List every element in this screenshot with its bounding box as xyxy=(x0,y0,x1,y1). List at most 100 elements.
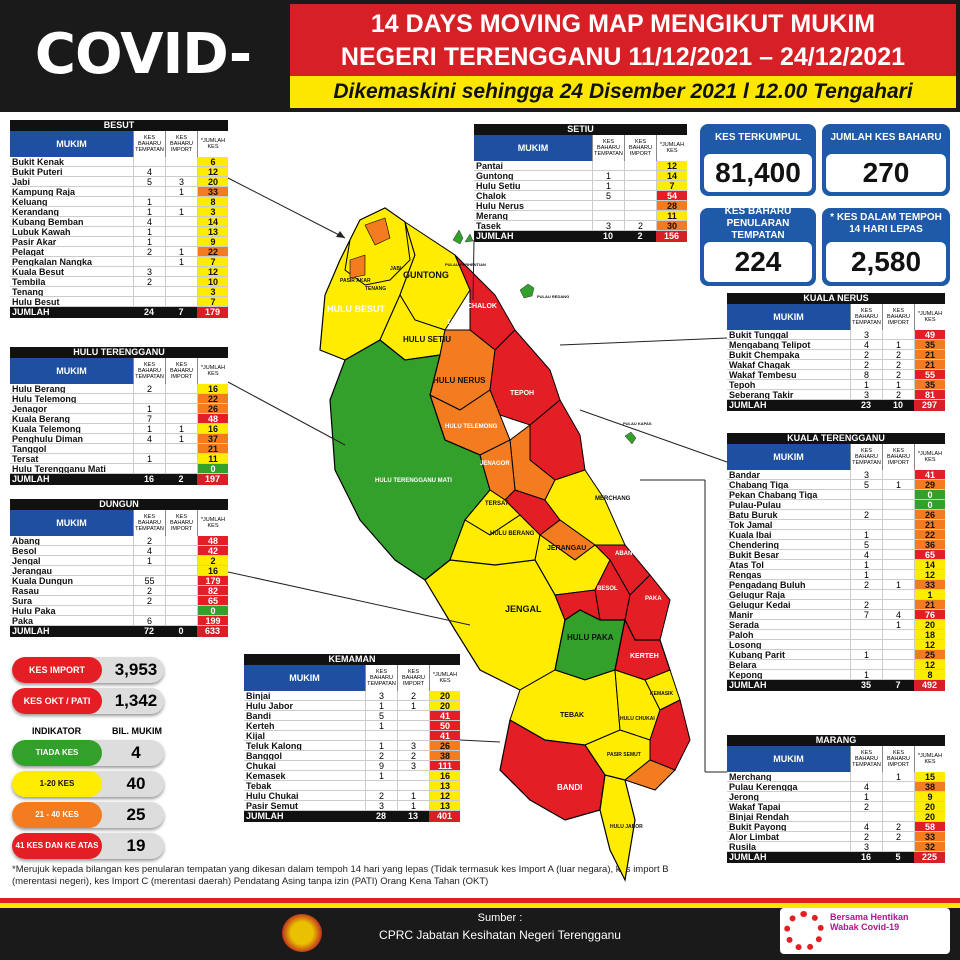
map-label-paka: PAKA xyxy=(645,596,662,602)
mukim-name: Manir xyxy=(729,610,754,619)
kes-import: 2 xyxy=(882,832,914,842)
table-row: Wakaf Tembesu 8 2 55 xyxy=(727,370,945,380)
footer-bar: Sumber : CPRC Jabatan Kesihatan Negeri T… xyxy=(0,898,960,960)
table-row: Tok Jamal 21 xyxy=(727,520,945,530)
stat-kes-tempatan: KES BAHARU PENULARAN TEMPATAN 224 xyxy=(700,208,816,286)
kes-import xyxy=(165,394,197,403)
total-label: JUMLAH xyxy=(12,307,50,317)
table-row: Kampung Raja 1 33 xyxy=(10,187,228,197)
kes-import: 1 xyxy=(165,257,197,267)
stat-label: * KES DALAM TEMPOH 14 HARI LEPAS xyxy=(830,212,942,235)
kes-tempatan: 4 xyxy=(850,340,882,350)
mukim-name: Hulu Nerus xyxy=(476,201,525,210)
mukim-name: Guntong xyxy=(476,171,514,180)
mukim-name: Banggol xyxy=(246,751,282,760)
jumlah-kes: 0 xyxy=(914,500,945,510)
mukim-name: Losong xyxy=(729,640,762,649)
kes-import xyxy=(624,201,656,210)
kes-import: 1 xyxy=(397,791,429,801)
map-label-pasir-akar: PASIR AKAR xyxy=(340,278,371,284)
kes-import: 1 xyxy=(882,772,914,782)
table-row: Pekan Chabang Tiga 0 xyxy=(727,490,945,500)
table-row: Tanggol 21 xyxy=(10,444,228,454)
map-label-tepoh: TEPOH xyxy=(510,390,534,397)
mukim-name: Pulau-Pulau xyxy=(729,500,782,509)
mukim-name: Wakaf Chagak xyxy=(729,360,791,369)
table-row: Jengal 1 2 xyxy=(10,556,228,566)
jumlah-kes: 38 xyxy=(914,782,945,792)
title-banner: 14 DAYS MOVING MAP MENGIKUT MUKIM NEGERI… xyxy=(290,4,956,76)
kes-tempatan: 1 xyxy=(133,197,165,207)
kes-tempatan: 2 xyxy=(850,832,882,842)
stat-kes-terkumpul: KES TERKUMPUL 81,400 xyxy=(700,124,816,196)
kes-tempatan: 1 xyxy=(592,171,624,181)
kes-import: 3 xyxy=(397,741,429,751)
stat-jumlah-kes-baharu: JUMLAH KES BAHARU 270 xyxy=(822,124,950,196)
kes-import xyxy=(165,546,197,555)
mukim-name: Wakaf Tembesu xyxy=(729,370,797,379)
jumlah-kes: 18 xyxy=(914,630,945,640)
updated-banner: Dikemaskini sehingga 24 Disember 2021 l … xyxy=(290,76,956,108)
col-header: KES BAHARU IMPORT xyxy=(165,131,197,157)
map-label-hulu-tm: HULU TERENGGANU MATI xyxy=(375,478,452,484)
legend-bil-label: BIL. MUKIM xyxy=(112,726,162,736)
legend-label: 41 KES DAN KE ATAS xyxy=(12,833,102,859)
map-label-hulu-setiu: HULU SETIU xyxy=(403,335,451,344)
map-label-kerteh: KERTEH xyxy=(630,653,659,660)
mukim-name: Pulau Kerengga xyxy=(729,782,798,791)
mukim-name: Wakaf Tapai xyxy=(729,802,781,811)
mukim-name: Jengal xyxy=(12,556,41,565)
table-row: Kuala Berang 7 48 xyxy=(10,414,228,424)
kes-tempatan: 1 xyxy=(850,670,882,680)
total-label: JUMLAH xyxy=(12,474,50,484)
table-header: MUKIM KES BAHARU TEMPATAN KES BAHARU IMPOR… xyxy=(10,510,228,536)
mukim-name: Jabi xyxy=(12,177,31,186)
kes-import: 1 xyxy=(397,701,429,711)
map-label-tersat: TERSAT xyxy=(485,501,509,507)
kes-import: 1 xyxy=(397,801,429,811)
title-line-2: NEGERI TERENGGANU 11/12/2021 – 24/12/202… xyxy=(340,43,906,71)
kes-import: 1 xyxy=(882,580,914,590)
jumlah-kes: 38 xyxy=(429,751,460,761)
kes-import: 3 xyxy=(165,177,197,187)
kes-tempatan: 6 xyxy=(133,616,165,626)
total-jumlah: 225 xyxy=(914,852,945,863)
table-title: BESUT xyxy=(10,120,228,131)
mukim-name: Hulu Setiu xyxy=(476,181,521,190)
legend-item: 21 - 40 KES 25 xyxy=(12,802,164,828)
table-row: Paloh 18 xyxy=(727,630,945,640)
total-import: 7 xyxy=(178,307,184,317)
table-row: Tersat 1 11 xyxy=(10,454,228,464)
legend-label: TIADA KES xyxy=(12,740,102,766)
mukim-name: Mengabang Telipot xyxy=(729,340,811,349)
jumlah-kes: 20 xyxy=(914,802,945,812)
table-row: Kubang Parit 1 25 xyxy=(727,650,945,660)
jumlah-kes: 21 xyxy=(914,350,945,360)
mukim-name: Merang xyxy=(476,211,509,220)
mukim-name: Chendering xyxy=(729,540,780,549)
kes-tempatan: 1 xyxy=(133,207,165,217)
kes-tempatan xyxy=(850,630,882,639)
jumlah-kes: 42 xyxy=(197,546,228,556)
table-title: KEMAMAN xyxy=(244,654,460,665)
jumlah-kes: 28 xyxy=(656,201,687,211)
kes-import xyxy=(165,576,197,585)
total-tempatan: 10 xyxy=(602,231,613,241)
kes-tempatan xyxy=(850,812,882,821)
jumlah-kes: 36 xyxy=(914,540,945,550)
table-row: Pulau-Pulau 0 xyxy=(727,500,945,510)
table-row: Pantai 12 xyxy=(474,161,687,171)
mukim-name: Tersat xyxy=(12,454,39,463)
table-kuala-terengganu: KUALA TERENGGANU MUKIM KES BAHARU TEMPATAN… xyxy=(727,433,945,691)
kes-import xyxy=(165,277,197,286)
mukim-name: Hulu Terengganu Mati xyxy=(12,464,106,473)
table-row: Hulu Nerus 28 xyxy=(474,201,687,211)
region-jengal xyxy=(424,559,566,691)
map-label-jabi: JABI xyxy=(390,266,402,272)
table-row: Bukit Besar 4 65 xyxy=(727,550,945,560)
mukim-name: Alor Limbat xyxy=(729,832,780,841)
col-header: KES BAHARU IMPORT xyxy=(165,510,197,536)
kes-tempatan xyxy=(133,464,165,473)
table-row: Kuala Telemong 1 1 16 xyxy=(10,424,228,434)
region-kemaman-orange xyxy=(623,759,676,791)
